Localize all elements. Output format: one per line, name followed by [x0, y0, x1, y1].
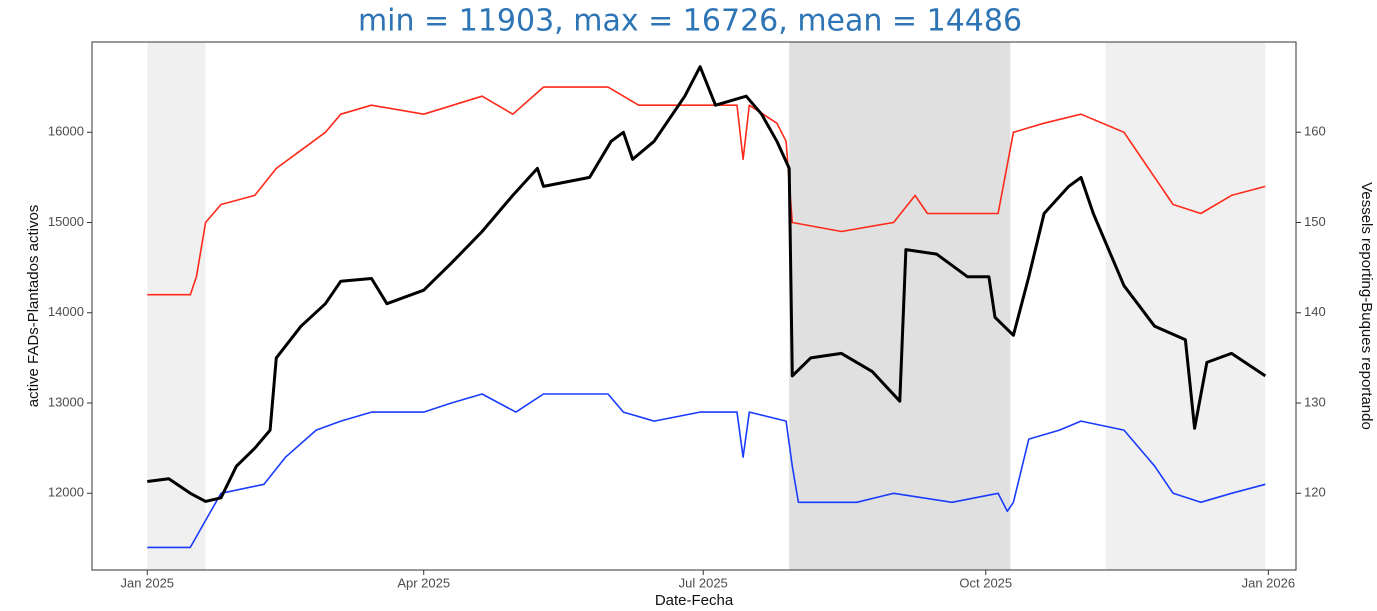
- x-tick-label: Apr 2025: [397, 575, 450, 590]
- x-tick-label: Oct 2025: [959, 575, 1012, 590]
- shaded-region: [1105, 42, 1266, 570]
- y-tick-label: 15000: [48, 214, 84, 229]
- series-line: [147, 393, 1266, 549]
- y2-tick-label: 150: [1304, 214, 1326, 229]
- y-tick-label: 12000: [48, 485, 84, 500]
- y-tick-label: 16000: [48, 124, 84, 139]
- x-tick-label: Jan 2025: [121, 575, 175, 590]
- y2-axis-title: Vessels reporting-Buques reportando: [1358, 182, 1375, 430]
- y-axis-title: active FADs-Plantados activos: [25, 205, 42, 408]
- shaded-region: [789, 42, 1011, 570]
- plot-border: [91, 41, 1297, 571]
- x-tick-label: Jul 2025: [679, 575, 728, 590]
- chart-title: min = 11903, max = 16726, mean = 14486: [358, 4, 1022, 39]
- y2-tick-label: 160: [1304, 124, 1326, 139]
- x-tick-label: Jan 2026: [1242, 575, 1296, 590]
- y2-tick-label: 120: [1304, 485, 1326, 500]
- series-line: [147, 65, 1267, 503]
- y-tick-label: 13000: [48, 394, 84, 409]
- x-axis-title: Date-Fecha: [655, 592, 734, 609]
- series-line: [147, 86, 1266, 296]
- y2-tick-label: 130: [1304, 394, 1326, 409]
- y-tick-label: 14000: [48, 304, 84, 319]
- shaded-region: [147, 42, 206, 570]
- plot-background: [92, 42, 1296, 570]
- y2-tick-label: 140: [1304, 304, 1326, 319]
